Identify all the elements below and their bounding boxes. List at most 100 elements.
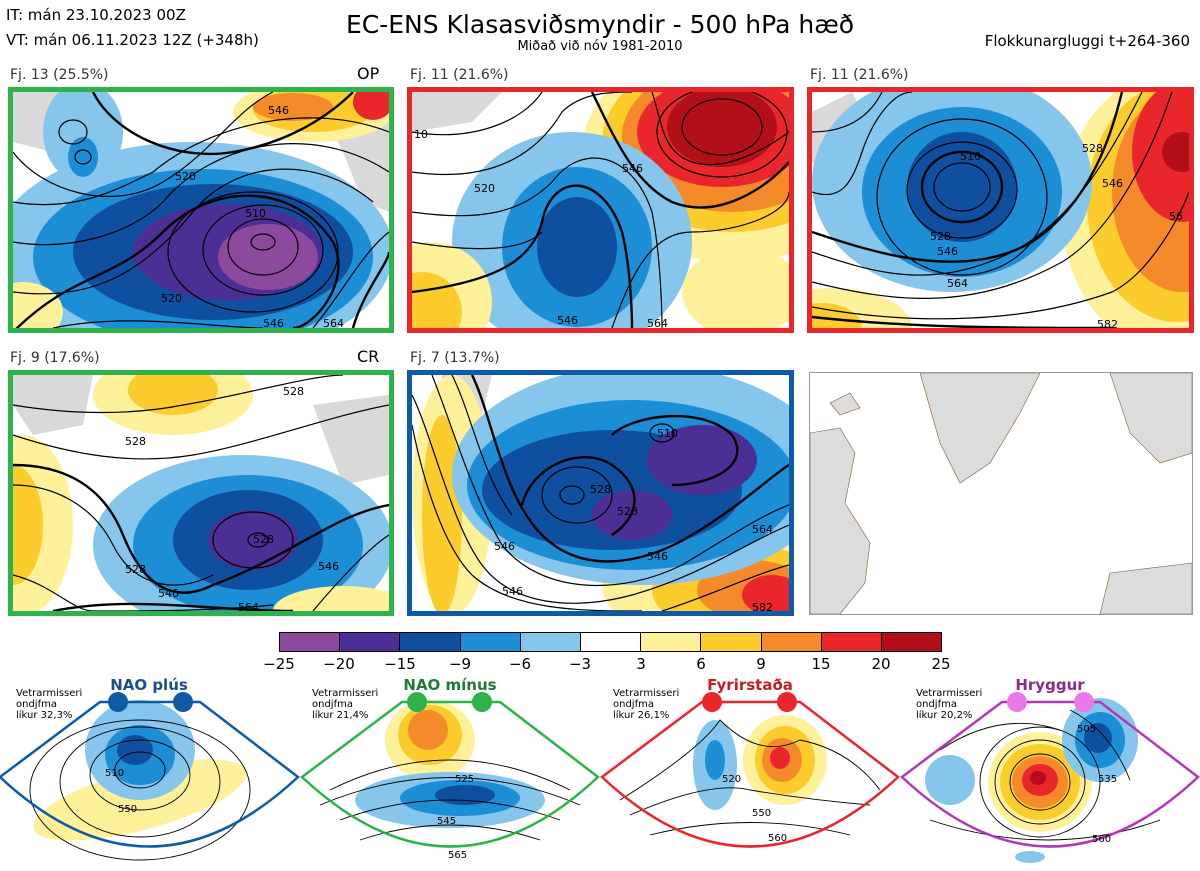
regime-ridge-map: 505 535 560 — [900, 692, 1200, 863]
contour-label: 546 — [937, 245, 958, 258]
contour-label: 528 — [617, 505, 638, 518]
colorbar-tick-label: 3 — [636, 655, 646, 673]
regime-contour-label: 505 — [1077, 724, 1096, 735]
colorbar-tick-label: 9 — [756, 655, 766, 673]
contour-label: 582 — [752, 601, 773, 611]
panel-4-tag: CR — [357, 347, 380, 366]
regime-contour-label: 550 — [752, 808, 771, 819]
regime-sectors: 510 550 525 545 565 — [0, 692, 1200, 863]
note-line: Vetrarmisseri — [916, 688, 983, 699]
panel-4-label: Fj. 9 (17.6%) — [10, 350, 100, 366]
contour-label: 582 — [1097, 318, 1118, 328]
cluster-map-2: 520 546 546 564 10 — [407, 87, 794, 333]
colorbar-swatch — [760, 633, 821, 651]
note-line: Vetrarmisseri — [312, 688, 379, 699]
colorbar-swatch — [339, 633, 400, 651]
cluster-map-4: 528 528 546 546 528 564 528 — [8, 370, 394, 616]
colorbar-tick-label: −3 — [568, 655, 592, 673]
regime-nao-plus-map: 510 550 — [0, 692, 300, 861]
note-line: líkur 32,3% — [16, 710, 73, 721]
note-line: ondjfma — [613, 699, 654, 710]
regime-title-nao-plus: NAO plús — [110, 676, 188, 694]
contour-label: 546 — [502, 585, 523, 598]
regime-dot — [407, 692, 427, 712]
regime-contour-label: 565 — [448, 850, 467, 861]
regime-note-nao-plus: Vetrarmisseri ondjfma líkur 32,3% — [16, 688, 82, 721]
contour-label: 546 — [494, 540, 515, 553]
regime-note-ridge: Vetrarmisseri ondjfma líkur 20,2% — [916, 688, 982, 721]
contour-label: 546 — [263, 317, 284, 328]
regime-note-nao-minus: Vetrarmisseri ondjfma líkur 21,4% — [312, 688, 378, 721]
contour-label: 546 — [268, 104, 289, 117]
contour-label: 528 — [283, 385, 304, 398]
regime-contour-label: 560 — [768, 833, 787, 844]
contour-label: 546 — [557, 314, 578, 327]
cluster-map-3: 510 528 546 564 528 546 582 56 — [807, 87, 1194, 333]
page-title: EC-ENS Klasasviðsmyndir - 500 hPa hæð — [345, 10, 855, 39]
regime-contour-label: 520 — [722, 774, 741, 785]
colorbar-tick-label: 20 — [871, 655, 891, 673]
note-line: líkur 21,4% — [312, 710, 369, 721]
contour-label: 520 — [474, 182, 495, 195]
colorbar-swatch — [820, 633, 881, 651]
colorbar-swatch — [519, 633, 580, 651]
panel-1-tag: OP — [357, 64, 380, 83]
regime-dot — [702, 692, 722, 712]
contour-label: 56 — [1169, 210, 1183, 223]
contour-label: 564 — [752, 523, 773, 536]
contour-label: 564 — [238, 601, 259, 611]
contour-label: 564 — [647, 317, 668, 328]
regime-dot — [472, 692, 492, 712]
regime-blocking-map: 520 550 560 — [600, 692, 900, 848]
contour-label: 564 — [323, 317, 344, 328]
colorbar-swatch — [700, 633, 761, 651]
note-line: líkur 26,1% — [613, 710, 670, 721]
contour-label: 528 — [930, 230, 951, 243]
contour-label: 546 — [1102, 177, 1123, 190]
contour-label: 520 — [175, 170, 196, 183]
note-line: Vetrarmisseri — [16, 688, 83, 699]
colorbar-tick-label: −25 — [263, 655, 295, 673]
contour-label: 564 — [947, 277, 968, 290]
colorbar-tick-label: −15 — [384, 655, 416, 673]
valid-time: VT: mán 06.11.2023 12Z (+348h) — [6, 31, 259, 49]
colorbar-swatch — [640, 633, 701, 651]
init-time: IT: mán 23.10.2023 00Z — [6, 6, 186, 24]
contour-label: 546 — [158, 587, 179, 600]
contour-label: 520 — [161, 292, 182, 305]
colorbar — [279, 632, 942, 652]
contour-label: 546 — [622, 162, 643, 175]
regime-contour-label: 510 — [105, 768, 124, 779]
contour-label: 528 — [253, 533, 274, 546]
regime-contour-label: 545 — [437, 816, 456, 827]
colorbar-tick-label: 15 — [811, 655, 831, 673]
contour-label: 546 — [318, 560, 339, 573]
colorbar-tick-label: 25 — [931, 655, 951, 673]
colorbar-tick-label: −9 — [448, 655, 472, 673]
colorbar-swatch — [579, 633, 641, 651]
note-line: ondjfma — [16, 699, 57, 710]
colorbar-swatch — [880, 633, 942, 651]
note-line: ondjfma — [312, 699, 353, 710]
regime-contour-label: 525 — [455, 774, 474, 785]
contour-label: 510 — [960, 150, 981, 163]
note-line: Vetrarmisseri — [613, 688, 680, 699]
cluster-map-5: 510 528 528 546 564 546 582 546 — [407, 370, 794, 616]
regime-dot — [1007, 692, 1027, 712]
contour-label: 528 — [590, 483, 611, 496]
regime-contour-label: 560 — [1092, 834, 1111, 845]
panel-2-label: Fj. 11 (21.6%) — [410, 67, 509, 83]
cluster-map-1: 520 510 546 520 546 564 — [8, 87, 394, 333]
contour-label: 528 — [1082, 142, 1103, 155]
classification-window: Flokkunargluggi t+264-360 — [984, 32, 1190, 50]
contour-label: 528 — [125, 563, 146, 576]
panel-5-label: Fj. 7 (13.7%) — [410, 350, 500, 366]
contour-label: 510 — [657, 427, 678, 440]
contour-label: 528 — [125, 435, 146, 448]
colorbar-swatch — [459, 633, 520, 651]
regime-title-ridge: Hryggur — [1015, 676, 1085, 694]
regime-title-blocking: Fyrirstaða — [707, 676, 793, 694]
panel-1-label: Fj. 13 (25.5%) — [10, 67, 109, 83]
regime-note-blocking: Vetrarmisseri ondjfma líkur 26,1% — [613, 688, 679, 721]
basemap-panel — [809, 372, 1193, 615]
